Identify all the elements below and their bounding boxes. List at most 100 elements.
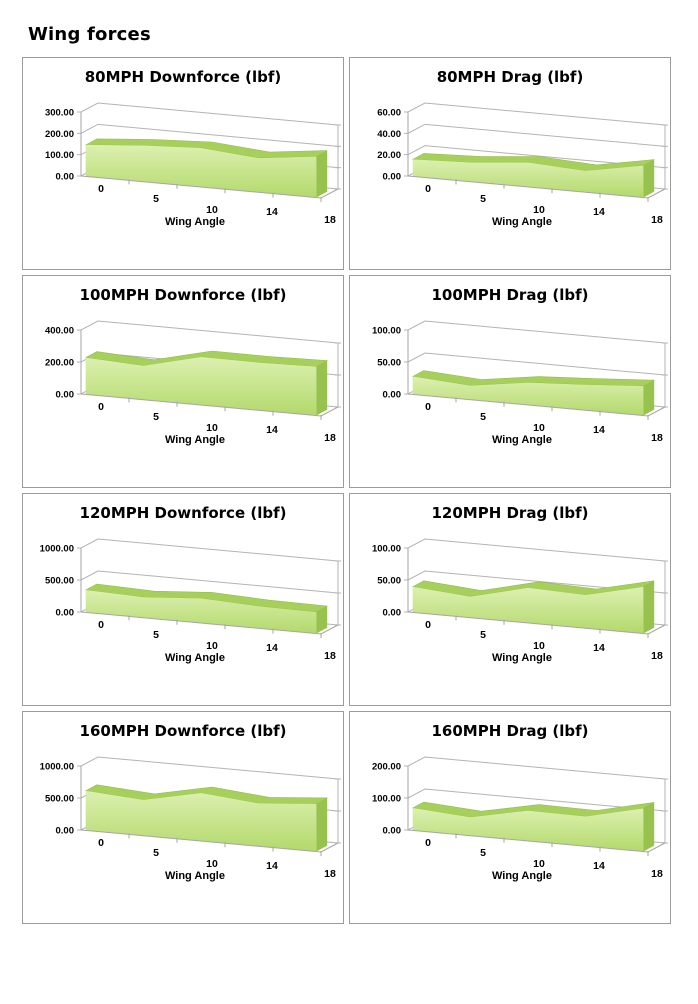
svg-text:5: 5 xyxy=(153,847,159,859)
svg-text:60.00: 60.00 xyxy=(377,108,401,119)
svg-text:10: 10 xyxy=(533,640,545,652)
chart-title: 160MPH Drag (lbf) xyxy=(431,722,589,740)
svg-text:18: 18 xyxy=(651,868,663,880)
chart-card-160mph-drag[interactable]: 160MPH Drag (lbf) 0.00 100.00 200.00 0 5 10 14 1… xyxy=(349,711,671,924)
svg-text:18: 18 xyxy=(651,214,663,226)
chart-card-120mph-downforce[interactable]: 120MPH Downforce (lbf) 0.00 500.00 1000.00 0… xyxy=(22,493,344,706)
chart-card-100mph-downforce[interactable]: 100MPH Downforce (lbf) 0.00 200.00 400.00 0 5… xyxy=(22,275,344,488)
x-axis-labels: 0 5 10 14 18 Wing Angle xyxy=(425,619,663,664)
area-series xyxy=(84,138,328,198)
svg-text:0.00: 0.00 xyxy=(56,172,75,183)
x-axis-title: Wing Angle xyxy=(165,434,225,446)
svg-text:5: 5 xyxy=(153,411,159,423)
chart-card-100mph-drag[interactable]: 100MPH Drag (lbf) 0.00 50.00 100.00 0 5 10 14 18… xyxy=(349,275,671,488)
svg-text:10: 10 xyxy=(533,422,545,434)
svg-text:0.00: 0.00 xyxy=(383,390,402,401)
svg-text:400.00: 400.00 xyxy=(45,326,74,337)
svg-text:10: 10 xyxy=(206,640,218,652)
svg-text:100.00: 100.00 xyxy=(372,544,401,555)
chart-card-80mph-downforce[interactable]: 80MPH Downforce (lbf) 0.00 100.00 200.00 300… xyxy=(22,57,344,270)
svg-text:0.00: 0.00 xyxy=(56,608,75,619)
svg-text:18: 18 xyxy=(651,432,663,444)
chart-plot-160mph-drag: 0.00 100.00 200.00 0 5 10 14 18 Wing Angle xyxy=(372,756,668,882)
svg-text:500.00: 500.00 xyxy=(45,794,74,805)
chart-title: 80MPH Downforce (lbf) xyxy=(84,68,282,86)
x-axis-title: Wing Angle xyxy=(165,652,225,664)
svg-text:0: 0 xyxy=(98,183,104,195)
svg-text:0.00: 0.00 xyxy=(56,826,75,837)
y-axis-labels: 0.00 20.00 40.00 60.00 xyxy=(377,108,401,183)
svg-text:0: 0 xyxy=(98,619,104,631)
chart-plot-80mph-downforce: 0.00 100.00 200.00 300.00 0 5 10 14 18 Wing Angle xyxy=(45,102,341,228)
x-axis-title: Wing Angle xyxy=(492,870,552,882)
svg-text:40.00: 40.00 xyxy=(377,129,401,140)
svg-text:14: 14 xyxy=(266,860,278,872)
svg-text:200.00: 200.00 xyxy=(372,762,401,773)
svg-text:18: 18 xyxy=(651,650,663,662)
svg-text:20.00: 20.00 xyxy=(377,150,401,161)
svg-text:14: 14 xyxy=(266,206,278,218)
chart-title: 160MPH Downforce (lbf) xyxy=(79,722,287,740)
svg-text:0: 0 xyxy=(425,401,431,413)
svg-text:0: 0 xyxy=(98,837,104,849)
x-axis-labels: 0 5 10 14 18 Wing Angle xyxy=(425,837,663,882)
area-series xyxy=(411,370,656,416)
area-series xyxy=(84,583,329,634)
svg-text:10: 10 xyxy=(533,858,545,870)
svg-text:0: 0 xyxy=(425,183,431,195)
chart-title: 80MPH Drag (lbf) xyxy=(436,68,584,86)
y-axis-labels: 0.00 500.00 1000.00 xyxy=(40,544,74,619)
y-axis-labels: 0.00 50.00 100.00 xyxy=(372,326,401,401)
x-axis-title: Wing Angle xyxy=(492,216,552,228)
svg-text:5: 5 xyxy=(480,629,486,641)
area-series xyxy=(84,784,329,852)
svg-text:5: 5 xyxy=(153,193,159,205)
area-series xyxy=(84,350,329,416)
x-axis xyxy=(407,611,666,638)
charts-grid: 80MPH Downforce (lbf) 0.00 100.00 200.00 300… xyxy=(22,57,671,924)
svg-text:1000.00: 1000.00 xyxy=(40,762,74,773)
svg-text:100.00: 100.00 xyxy=(372,326,401,337)
svg-text:14: 14 xyxy=(593,860,605,872)
x-axis xyxy=(407,393,666,420)
svg-text:200.00: 200.00 xyxy=(45,129,74,140)
svg-text:0: 0 xyxy=(425,619,431,631)
chart-title: 100MPH Downforce (lbf) xyxy=(79,286,287,304)
svg-text:10: 10 xyxy=(533,204,545,216)
y-axis-labels: 0.00 500.00 1000.00 xyxy=(40,762,74,837)
chart-title: 120MPH Downforce (lbf) xyxy=(79,504,287,522)
x-axis-labels: 0 5 10 14 18 Wing Angle xyxy=(98,401,336,446)
chart-plot-100mph-drag: 0.00 50.00 100.00 0 5 10 14 18 Wing Angle xyxy=(372,320,668,446)
svg-text:14: 14 xyxy=(593,206,605,218)
x-axis-labels: 0 5 10 14 18 Wing Angle xyxy=(98,619,336,664)
chart-card-120mph-drag[interactable]: 120MPH Drag (lbf) 0.00 50.00 100.00 0 5 10 14 18… xyxy=(349,493,671,706)
svg-text:1000.00: 1000.00 xyxy=(40,544,74,555)
svg-text:5: 5 xyxy=(480,193,486,205)
svg-text:14: 14 xyxy=(266,642,278,654)
svg-text:0.00: 0.00 xyxy=(383,172,402,183)
svg-text:0.00: 0.00 xyxy=(56,390,75,401)
chart-title: 120MPH Drag (lbf) xyxy=(431,504,589,522)
chart-card-160mph-downforce[interactable]: 160MPH Downforce (lbf) 0.00 500.00 1000.00 0… xyxy=(22,711,344,924)
x-axis-title: Wing Angle xyxy=(492,652,552,664)
y-axis-labels: 0.00 50.00 100.00 xyxy=(372,544,401,619)
svg-text:50.00: 50.00 xyxy=(377,358,401,369)
chart-plot-120mph-drag: 0.00 50.00 100.00 0 5 10 14 18 Wing Angle xyxy=(372,538,668,664)
svg-text:5: 5 xyxy=(480,411,486,423)
svg-text:10: 10 xyxy=(206,204,218,216)
chart-plot-100mph-downforce: 0.00 200.00 400.00 0 5 10 14 18 Wing Angle xyxy=(45,320,341,446)
area-series xyxy=(411,580,655,634)
x-axis-labels: 0 5 10 14 18 Wing Angle xyxy=(425,183,663,228)
chart-plot-160mph-downforce: 0.00 500.00 1000.00 0 5 10 14 18 Wing Angle xyxy=(40,756,341,882)
svg-text:18: 18 xyxy=(324,650,336,662)
svg-text:18: 18 xyxy=(324,432,336,444)
svg-text:100.00: 100.00 xyxy=(45,150,74,161)
svg-text:14: 14 xyxy=(593,642,605,654)
x-axis xyxy=(407,175,666,202)
svg-text:18: 18 xyxy=(324,868,336,880)
x-axis-title: Wing Angle xyxy=(165,870,225,882)
y-axis-labels: 0.00 100.00 200.00 300.00 xyxy=(45,108,74,183)
svg-text:0.00: 0.00 xyxy=(383,826,402,837)
chart-card-80mph-drag[interactable]: 80MPH Drag (lbf) 0.00 20.00 40.00 60.00 0 5 10 1… xyxy=(349,57,671,270)
svg-text:5: 5 xyxy=(480,847,486,859)
